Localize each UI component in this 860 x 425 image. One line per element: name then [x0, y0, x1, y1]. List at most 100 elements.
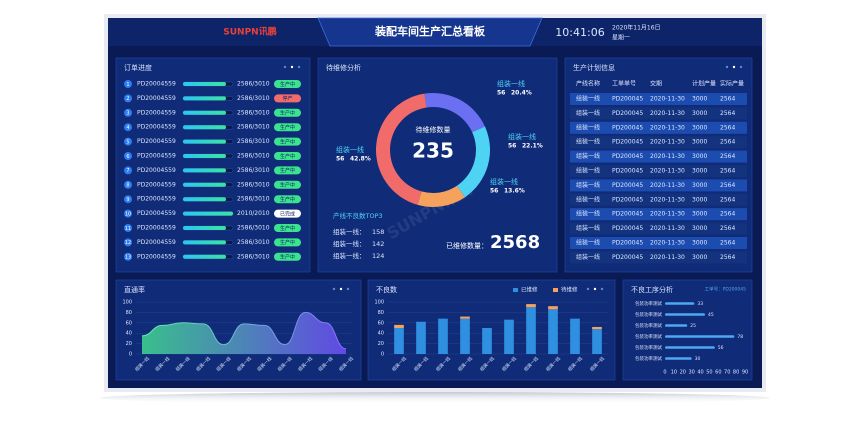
status-pill: [274, 166, 301, 175]
table-cell: 组装一线: [576, 195, 600, 203]
table-cell: 2020-11-30: [650, 139, 685, 146]
table-cell: 3000: [692, 124, 707, 131]
status-pill: [274, 180, 301, 189]
segment-percent: 42.8%: [350, 156, 371, 163]
row-index: 3: [126, 111, 129, 117]
progress-label: 2586/3010: [237, 138, 270, 145]
table-cell: 组装一线: [576, 181, 600, 189]
progress-bar: [183, 110, 226, 115]
progress-label: 2586/3010: [237, 225, 270, 232]
status: 生产中: [280, 167, 295, 174]
table-cell: 3000: [692, 139, 707, 146]
table-row: [570, 107, 747, 120]
status: 生产中: [280, 254, 295, 261]
bar: [665, 313, 705, 316]
row-index: 1: [126, 82, 129, 88]
bar: [504, 319, 514, 354]
segment-count: 56: [497, 90, 505, 97]
table-cell: PD200045: [612, 168, 643, 175]
order-no: PD20004559: [137, 138, 176, 145]
status-pill: [274, 195, 301, 204]
y-tick-label: 60: [378, 320, 384, 326]
status: 生产中: [280, 110, 295, 117]
table-cell: 3000: [692, 211, 707, 218]
order-no: PD20004559: [137, 81, 176, 88]
x-tick-label: 60: [715, 370, 721, 376]
progress-label: 2586/3010: [237, 153, 270, 160]
bar: [416, 321, 426, 354]
bar: [460, 316, 470, 319]
row-index: 8: [126, 183, 129, 189]
table-cell: 3000: [692, 225, 707, 232]
progress-bar: [183, 197, 226, 202]
table-cell: 组装一线: [576, 95, 600, 103]
table-cell: 组装一线: [576, 138, 600, 146]
date: 2020年11月16日: [612, 24, 661, 32]
table-cell: 2020-11-30: [650, 225, 685, 232]
legend-swatch: [553, 288, 558, 292]
clock: 10:41:06: [555, 26, 604, 39]
table-header: 实际产量: [720, 80, 744, 88]
table-cell: 2564: [720, 240, 735, 247]
status: 生产中: [280, 153, 295, 160]
row-index: 13: [125, 255, 131, 261]
data-label: 45: [708, 312, 714, 318]
status: 生产中: [280, 225, 295, 232]
table-cell: 组装一线: [576, 167, 600, 175]
bar: [526, 304, 536, 308]
table-cell: 2020-11-30: [650, 211, 685, 218]
y-tick-label: 包装功率测试: [635, 311, 662, 318]
progress-bar: [183, 254, 226, 259]
table-row: [570, 93, 747, 105]
status: 生产中: [280, 81, 295, 88]
table-row: [570, 121, 747, 134]
order-no: PD20004559: [137, 95, 176, 102]
table-cell: 2020-11-30: [650, 168, 685, 175]
y-tick-label: 100: [122, 300, 132, 306]
segment-count: 56: [490, 188, 498, 195]
progress-bar: [183, 125, 226, 130]
x-tick-label: 30: [688, 370, 694, 376]
table-cell: 组装一线: [576, 152, 600, 160]
x-tick-label: 90: [742, 370, 748, 376]
row-index-dot: [124, 123, 132, 132]
y-tick-label: 包装功率测试: [635, 300, 662, 307]
table-row: [570, 150, 747, 163]
progress-label: 2586/3010: [237, 109, 270, 116]
table-cell: 2020-11-30: [650, 182, 685, 189]
table-cell: 2564: [720, 139, 735, 146]
data-label: 25: [690, 323, 696, 329]
area: [142, 312, 346, 354]
order-no: PD20004559: [137, 225, 176, 232]
bar: [665, 324, 688, 327]
x-tick-label: 70: [724, 370, 730, 376]
table-cell: PD200045: [612, 96, 643, 103]
status: 生产中: [280, 182, 295, 189]
table-cell: 2564: [720, 211, 735, 218]
row-index: 4: [126, 125, 129, 131]
page-dots: [283, 65, 743, 291]
weekday: 星期一: [612, 34, 630, 42]
status-pill: [274, 94, 301, 103]
progress-bar: [183, 240, 226, 245]
row-index: 7: [126, 168, 129, 174]
table-row: [570, 251, 747, 264]
bar: [526, 307, 536, 354]
table-cell: 2020-11-30: [650, 254, 685, 261]
row-index-dot: [124, 108, 132, 117]
status: 停产: [282, 95, 292, 102]
table-cell: 3000: [692, 240, 707, 247]
chart-title: 不良工序分析: [631, 285, 673, 294]
bar: [548, 309, 558, 354]
progress-label: 2586/3010: [237, 181, 270, 188]
y-tick-label: 包装功率测试: [635, 344, 662, 351]
table-cell: 2564: [720, 225, 735, 232]
order-no: PD20004559: [137, 253, 176, 260]
x-tick-label: 40: [697, 370, 703, 376]
table-cell: 3000: [692, 196, 707, 203]
donut-center-label: 待维修数量: [416, 125, 451, 134]
table-cell: 组装一线: [576, 239, 600, 247]
table-cell: 3000: [692, 96, 707, 103]
order-no: PD20004559: [137, 167, 176, 174]
